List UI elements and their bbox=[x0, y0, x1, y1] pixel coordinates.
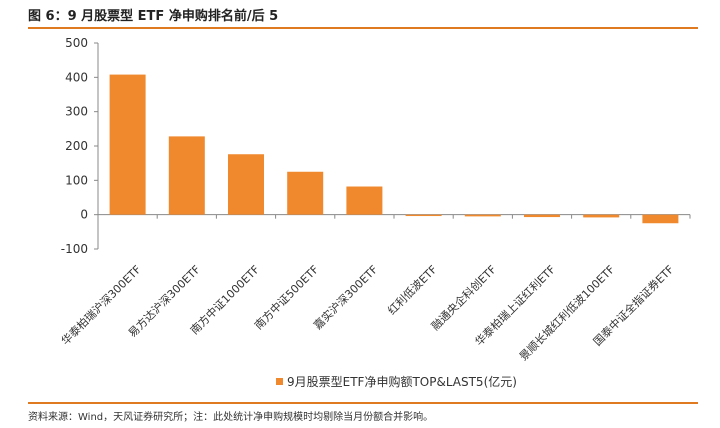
y-tick-label: 0 bbox=[80, 208, 88, 222]
y-tick-label: 200 bbox=[65, 139, 88, 153]
bar bbox=[228, 154, 264, 215]
bars bbox=[109, 74, 691, 224]
x-category-label: 景顺长城红利低波100ETF bbox=[517, 263, 617, 363]
x-axis-labels: 华泰柏瑞沪深300ETF易方达沪深300ETF南方中证1000ETF南方中证50… bbox=[58, 262, 676, 363]
bar bbox=[287, 171, 324, 215]
x-category-label: 南方中证500ETF bbox=[251, 262, 321, 332]
x-category-label: 嘉实沪深300ETF bbox=[311, 262, 381, 332]
y-tick-label: 500 bbox=[65, 36, 88, 50]
source-note: 资料来源：Wind，天风证券研究所；注：此处统计净申购规模时均剔除当月份额合并影… bbox=[28, 412, 434, 423]
legend-label: 9月股票型ETF净申购额TOP&LAST5(亿元) bbox=[287, 374, 517, 389]
bar bbox=[642, 214, 679, 224]
bar bbox=[168, 136, 205, 215]
y-tick-label: -100 bbox=[61, 242, 88, 256]
bar-chart: -100 0 100 200 300 400 500 华泰柏瑞沪深300ETF易方达沪深30… bbox=[58, 36, 691, 389]
bar bbox=[109, 74, 146, 215]
bar bbox=[405, 214, 442, 217]
legend-swatch bbox=[276, 378, 283, 385]
y-tick-label: 100 bbox=[65, 173, 88, 187]
bar bbox=[583, 214, 620, 218]
figure-header: 图 6：9 月股票型 ETF 净申购排名前/后 5 bbox=[0, 0, 720, 30]
bar bbox=[464, 214, 501, 217]
figure-title: 图 6：9 月股票型 ETF 净申购排名前/后 5 bbox=[28, 9, 279, 24]
legend: 9月股票型ETF净申购额TOP&LAST5(亿元) bbox=[276, 374, 517, 389]
bar bbox=[346, 186, 383, 215]
bar bbox=[524, 214, 560, 218]
bottom-divider bbox=[28, 402, 698, 404]
x-category-label: 红利低波ETF bbox=[385, 263, 439, 317]
top-divider bbox=[28, 27, 698, 29]
y-tick-label: 300 bbox=[65, 105, 88, 119]
y-tick-label: 400 bbox=[65, 70, 88, 84]
y-axis: -100 0 100 200 300 400 500 bbox=[61, 36, 690, 256]
